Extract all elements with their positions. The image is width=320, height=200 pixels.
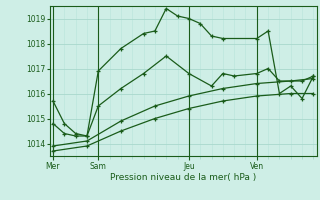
X-axis label: Pression niveau de la mer( hPa ): Pression niveau de la mer( hPa ) [110,173,256,182]
